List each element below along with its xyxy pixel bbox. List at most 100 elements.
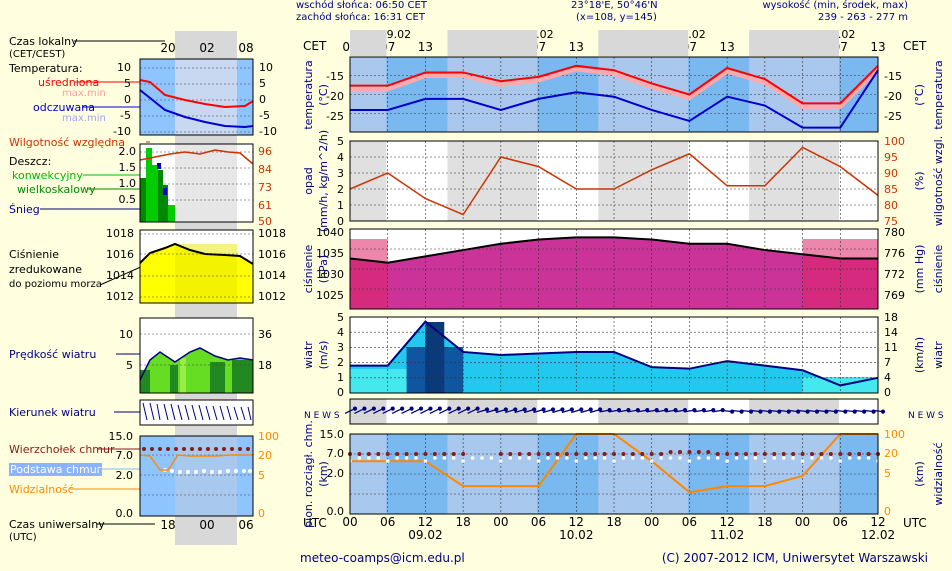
utc-sub-label: (UTC) — [9, 532, 37, 543]
grid — [350, 434, 878, 514]
sunrise-label: wschód słońca: 06:50 CET — [296, 0, 427, 11]
bottom-hour-12: 00 — [795, 515, 810, 529]
svg-text:1016: 1016 — [106, 248, 134, 261]
small-time-top-1: 02 — [199, 41, 214, 55]
humidity-right-tick-4: 80 — [884, 199, 898, 212]
svg-text:10: 10 — [119, 328, 133, 341]
cloud-panel-border — [349, 433, 879, 515]
pressure-shade-left — [350, 239, 388, 309]
bottom-hour-1: 06 — [380, 515, 395, 529]
bottom-hour-14: 12 — [870, 515, 885, 529]
precip-left-tick-3: 2 — [337, 183, 344, 196]
small-cloud-panel: 15.0 7.0 2.0 0.0 100 20 5 0 — [109, 430, 280, 520]
svg-text:0.0: 0.0 — [116, 507, 134, 520]
cet-label-right: CET — [903, 39, 927, 53]
wind-right-tick-0: 18 — [884, 311, 898, 324]
wind-left-tick-2: 3 — [337, 341, 344, 354]
svg-text:1018: 1018 — [258, 227, 286, 240]
cloud-left-tick-1: 7.0 — [327, 447, 345, 460]
bottom-hour-6: 12 — [569, 515, 584, 529]
wind-left-tick-1: 4 — [337, 326, 344, 339]
wind-left-tick-5: 0 — [337, 386, 344, 399]
wind-peak-band — [425, 322, 445, 393]
humidity-right-tick-1: 95 — [884, 151, 898, 164]
svg-text:36: 36 — [258, 328, 272, 341]
svg-text:84: 84 — [258, 163, 272, 176]
small-winddir-panel — [139, 399, 254, 426]
footer-email[interactable]: meteo-coamps@icm.edu.pl — [300, 551, 465, 565]
precip-left-tick-5: 0 — [337, 215, 344, 228]
precip-left-tick-2: 3 — [337, 167, 344, 180]
pressure-unit-right: (mm Hg) — [913, 245, 926, 294]
cloud-top-dots — [348, 450, 880, 456]
utc-label-left: UTC — [303, 516, 327, 530]
svg-text:1018: 1018 — [106, 227, 134, 240]
snow-label: Śnieg — [9, 203, 40, 216]
humidity-panel-border — [349, 140, 879, 222]
pressure-title-left: ciśnienie — [302, 245, 315, 294]
legend-panels: 20 02 08 10 5 0 -5 -10 10 5 0 -5 -10 — [40, 31, 286, 545]
avg-temp-label: uśredniona — [38, 76, 100, 89]
bottom-hour-0: 00 — [342, 515, 357, 529]
wind-unit-left: (m/s) — [317, 341, 330, 370]
sunset-label: zachód słońca: 16:31 CET — [296, 12, 425, 23]
svg-text:-5: -5 — [259, 109, 270, 122]
pressure-left-tick-1: 1035 — [316, 247, 344, 260]
temp-unit-right: (°C) — [913, 84, 926, 106]
cloud-base-dots — [348, 456, 880, 463]
svg-text:-10: -10 — [113, 125, 131, 138]
humidity-right-tick-5: 75 — [884, 215, 898, 228]
small-wind-panel: 10 5 36 18 — [119, 317, 272, 394]
svg-text:00: 00 — [199, 518, 214, 532]
pressure-label-3: do poziomu morza — [9, 279, 102, 290]
wind-right-tick-1: 14 — [884, 326, 898, 339]
cloud-unit-left: (km) — [317, 461, 330, 487]
maxmin-label-1: max.min — [62, 88, 106, 99]
wind-left-tick-0: 5 — [337, 311, 344, 324]
pressure-label-1: Ciśnienie — [9, 248, 60, 261]
temp-title-left: temperatura — [302, 60, 315, 129]
humidity-right-tick-0: 100 — [884, 135, 905, 148]
small-pressure-panel: 1018 1016 1014 1012 1018 1016 1014 1012 — [106, 227, 286, 304]
cet-label-left: CET — [303, 39, 327, 53]
wind-direction-label: Kierunek wiatru — [9, 406, 96, 419]
visibility-label: Widzialność — [9, 483, 74, 496]
svg-text:18: 18 — [160, 518, 175, 532]
svg-text:20: 20 — [258, 449, 272, 462]
wind-right-tick-5: 0 — [884, 386, 891, 399]
pressure-right-tick-0: 780 — [884, 226, 905, 239]
visibility-unit-right: (km) — [913, 461, 926, 487]
svg-text:96: 96 — [258, 145, 272, 158]
grid-label: (x=108, y=145) — [576, 12, 657, 23]
rain-label: Deszcz: — [9, 155, 52, 168]
visibility-title-right: widzialność — [932, 442, 945, 505]
wind-unit-right: (km/h) — [913, 337, 926, 373]
wind-right-tick-3: 7 — [884, 356, 891, 369]
pressure-left-tick-3: 1025 — [316, 289, 344, 302]
svg-text:0: 0 — [124, 93, 131, 106]
bottom-hour-10: 12 — [720, 515, 735, 529]
cloud-left-tick-2: 2.0 — [327, 467, 345, 480]
temp-left-tick-1: -20 — [326, 90, 344, 103]
bottom-hour-3: 18 — [456, 515, 471, 529]
wind-speed-label: Prędkość wiatru — [9, 348, 97, 361]
top-hour-6: 13 — [569, 40, 584, 54]
wind-line — [350, 320, 879, 387]
winddir-panel-border — [349, 398, 879, 425]
maxmin-label-2: max.min — [62, 113, 106, 124]
small-rain-panel: 2.0 1.5 1.0 0.5 96 84 73 61 50 — [119, 143, 272, 228]
precip-left-tick-4: 1 — [337, 199, 344, 212]
local-time-sub: (CET/CEST) — [9, 49, 66, 60]
grid — [350, 229, 878, 309]
small-time-top-2: 08 — [238, 41, 253, 55]
compass-label-right: N E W S — [908, 411, 944, 421]
pressure-unit-left: (hPa) — [317, 255, 330, 283]
svg-text:1012: 1012 — [106, 290, 134, 303]
temp-avg-line — [350, 64, 879, 105]
footer-copyright: (C) 2007-2012 ICM, Uniwersytet Warszawsk… — [661, 551, 928, 565]
wind-right-tick-2: 11 — [884, 341, 898, 354]
temp-unit-left: (°C) — [317, 84, 330, 106]
night-shading — [350, 30, 840, 56]
wind-left-tick-4: 1 — [337, 371, 344, 384]
svg-text:2.0: 2.0 — [116, 469, 134, 482]
